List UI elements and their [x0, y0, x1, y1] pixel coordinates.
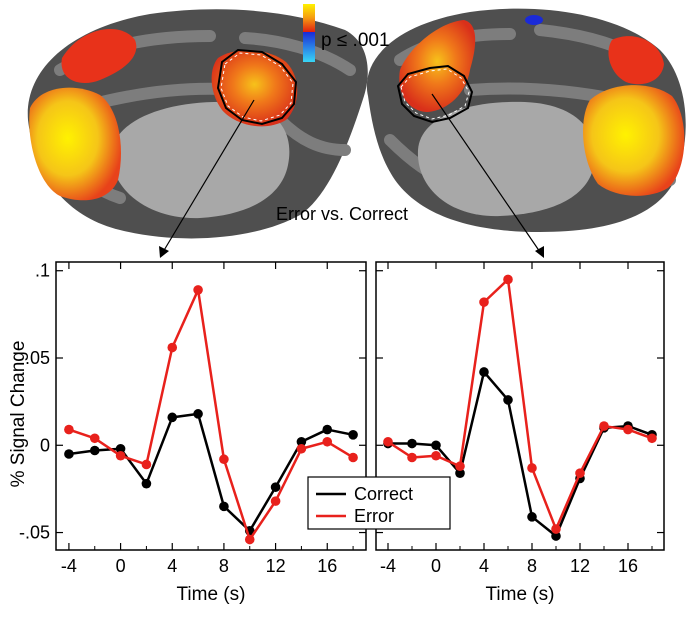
brain-left-roi-outline	[216, 48, 298, 126]
colorbar-cold	[303, 32, 315, 62]
data-point-correct	[115, 443, 126, 454]
brain-right-roi-outline-inner	[400, 68, 470, 120]
data-point-error	[599, 421, 609, 431]
colorbar-hot	[303, 4, 315, 32]
data-point-correct	[503, 395, 513, 405]
y-axis-label: % Signal Change	[8, 341, 29, 488]
brain-right-activation-precuneus	[608, 36, 664, 85]
brain-left-activation-cingulate	[211, 50, 298, 127]
brain-left-activation-precuneus	[61, 28, 137, 84]
data-point-correct	[348, 430, 358, 440]
data-point-correct	[64, 449, 74, 459]
x-tick-label: 4	[479, 556, 489, 576]
x-tick-label: 0	[431, 556, 441, 576]
data-point-correct	[551, 531, 561, 541]
x-tick-label: 4	[167, 556, 177, 576]
arrow-left-head	[159, 246, 169, 258]
legend-label-error: Error	[354, 506, 394, 526]
x-axis-label: Time (s)	[177, 584, 246, 605]
y-tick-label: .05	[25, 348, 50, 368]
data-point-correct	[89, 445, 100, 456]
data-point-correct	[455, 468, 465, 479]
brain-right-roi-outline	[396, 64, 474, 124]
legend-label-correct: Correct	[354, 484, 413, 504]
data-point-error	[141, 459, 152, 470]
data-point-correct	[296, 436, 307, 447]
arrow-left	[162, 99, 255, 253]
brain-right-hemisphere	[366, 8, 686, 233]
brain-right-medial-wall	[417, 101, 595, 217]
data-point-error	[575, 468, 585, 479]
legend: Correct Error	[307, 476, 451, 530]
legend-box	[307, 476, 451, 530]
x-tick-label: 16	[618, 556, 638, 576]
y-tick-label: -.05	[19, 523, 50, 543]
plot-frame	[375, 261, 665, 551]
brain-left-activation-occipital	[29, 87, 121, 201]
x-tick-label: -4	[61, 556, 77, 576]
x-tick-label: 8	[219, 556, 229, 576]
data-point-error	[551, 524, 561, 534]
brain-left-roi-outline-inner	[220, 52, 294, 122]
data-point-correct	[322, 424, 333, 435]
arrow-right-head	[535, 246, 544, 258]
data-point-error	[623, 424, 633, 435]
y-tick-label: 0	[40, 435, 50, 455]
x-axis-label: Time (s)	[486, 584, 555, 605]
data-point-error	[270, 496, 281, 506]
data-point-error	[322, 436, 333, 447]
data-point-error	[115, 450, 126, 461]
brain-right-deactivation	[525, 15, 543, 25]
data-point-error	[244, 534, 255, 545]
data-point-error	[431, 450, 441, 461]
brain-left-medial-wall	[111, 101, 290, 219]
data-point-error	[348, 452, 358, 463]
data-point-correct	[527, 512, 537, 522]
data-point-error	[64, 424, 74, 435]
y-tick-label: .1	[35, 261, 50, 281]
data-point-error	[383, 436, 393, 447]
data-point-error	[407, 452, 417, 463]
data-point-error	[455, 461, 465, 472]
data-point-error	[167, 342, 178, 353]
data-point-correct	[193, 409, 203, 419]
brain-right-activation-cingulate	[399, 20, 476, 112]
data-point-error	[527, 463, 537, 473]
arrows	[159, 93, 544, 258]
plot-frame	[55, 261, 367, 551]
chart-panel-right: -4 0 4 8 12 16 Time (s)	[375, 261, 665, 605]
x-tick-label: 12	[570, 556, 590, 576]
x-tick-label: 8	[527, 556, 537, 576]
data-point-error	[647, 433, 657, 444]
data-point-correct	[479, 367, 489, 377]
x-tick-label: 12	[266, 556, 286, 576]
data-point-correct	[431, 440, 441, 451]
x-tick-label: 16	[317, 556, 337, 576]
data-point-error	[89, 433, 100, 444]
brain-right-activation-occipital	[583, 85, 685, 196]
data-point-error	[479, 297, 489, 307]
arrow-right	[431, 93, 541, 253]
colorbar-label: p ≤ .001	[321, 30, 390, 51]
data-point-error	[503, 274, 513, 285]
data-point-correct	[219, 501, 229, 512]
data-point-error	[219, 454, 229, 465]
brain-left-hemisphere	[27, 9, 368, 239]
chart-panel-left: -4 0 4 8 12 16 .1 .05 0 -.05 Time (s)	[19, 261, 367, 605]
x-tick-label: -4	[380, 556, 396, 576]
data-point-correct	[270, 482, 281, 492]
data-point-correct	[141, 478, 152, 489]
data-point-correct	[407, 438, 417, 449]
data-point-correct	[167, 412, 178, 423]
data-point-error	[193, 285, 203, 295]
colorbar: p ≤ .001	[303, 4, 390, 62]
data-point-error	[296, 443, 307, 454]
x-tick-label: 0	[116, 556, 126, 576]
contrast-label: Error vs. Correct	[276, 204, 408, 224]
